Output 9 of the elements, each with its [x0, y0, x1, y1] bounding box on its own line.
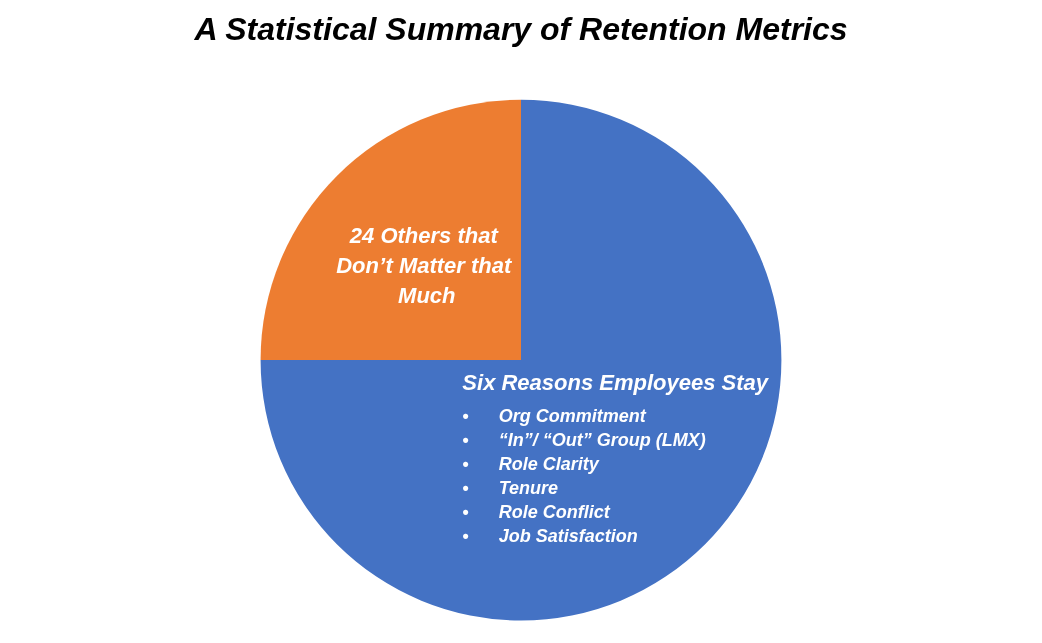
slice-label: Six Reasons Employees Stay	[462, 369, 770, 395]
text: • Job Satisfaction	[462, 526, 638, 547]
text: • “In”/ “Out” Group (LMX)	[462, 430, 706, 451]
chart-title: A Statistical Summary of Retention Metrics	[193, 11, 848, 47]
text: • Org Commitment	[462, 406, 647, 427]
slice-label: 24 Others that Don’t Matter that Much	[336, 223, 518, 309]
text: • Role Clarity	[462, 454, 600, 475]
text: • Tenure	[462, 478, 558, 499]
text: • Role Conflict	[462, 502, 611, 523]
